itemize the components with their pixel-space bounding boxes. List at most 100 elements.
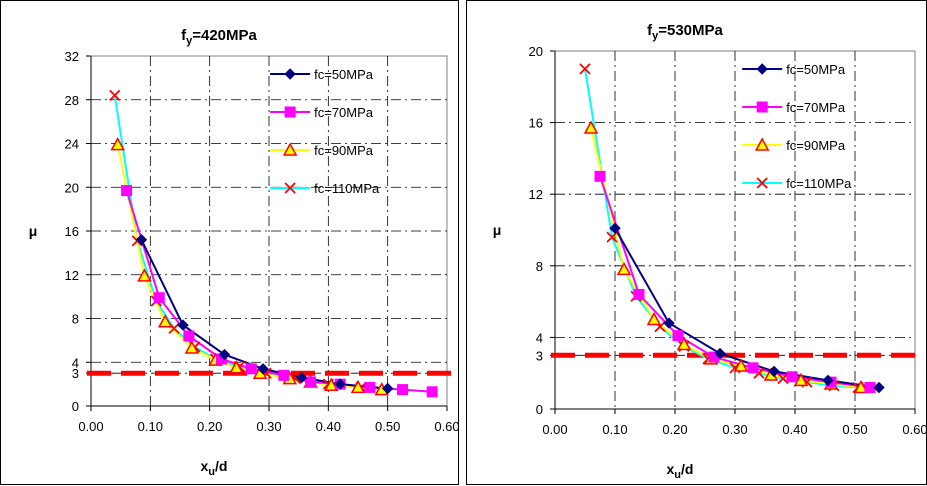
- data-point: [397, 384, 408, 396]
- data-point: [579, 63, 591, 75]
- x-tick-label: 0.20: [662, 422, 687, 437]
- data-point: [324, 377, 339, 391]
- x-tick-label: 0.00: [78, 419, 103, 434]
- data-point: [364, 381, 376, 393]
- y-tick-label: 8: [536, 259, 543, 274]
- data-point: [257, 363, 269, 375]
- legend-marker: [756, 177, 768, 189]
- data-point: [229, 360, 244, 374]
- data-point: [278, 369, 290, 381]
- x-tick-label: 0.30: [256, 419, 281, 434]
- x-tick-label: 0.30: [722, 422, 747, 437]
- x-tick-label: 0.50: [375, 419, 400, 434]
- y-tick-label: 20: [529, 44, 543, 59]
- x-tick-label: 0.20: [197, 419, 222, 434]
- legend-label: fc=50MPa: [314, 67, 374, 82]
- y-tick-label: 3: [72, 366, 79, 381]
- data-point: [768, 365, 780, 378]
- legend-label: fc=70MPa: [786, 100, 846, 115]
- data-point: [305, 376, 317, 388]
- data-point: [121, 185, 133, 197]
- data-point: [350, 379, 366, 394]
- legend-marker: [284, 106, 296, 118]
- data-point: [426, 386, 438, 398]
- data-point: [786, 371, 798, 383]
- data-point: [218, 348, 231, 361]
- x-tick-label: 0.50: [842, 422, 867, 437]
- data-point: [609, 222, 621, 234]
- chart-title: fy=420MPa: [181, 27, 257, 47]
- legend-label: fc=90MPa: [786, 138, 846, 153]
- data-point: [184, 340, 200, 354]
- data-point: [135, 234, 148, 246]
- x-tick-label: 0.00: [542, 422, 567, 437]
- y-tick-label: 4: [72, 355, 79, 370]
- data-point: [295, 371, 308, 384]
- x-axis-label: xu/d: [667, 461, 694, 481]
- legend-marker: [756, 63, 768, 75]
- data-point: [633, 288, 645, 300]
- chart-title: fy=530MPa: [647, 22, 723, 42]
- chart-svg-right: 0.00 0.10 0.20 0.30 0.40 0.50 0.60 0 3 4 8 12 16 20 fy…: [493, 22, 927, 481]
- data-point: [334, 378, 346, 390]
- x-axis-label: xu/d: [201, 458, 228, 478]
- y-tick-label: 0: [536, 402, 543, 417]
- y-tick-label: 12: [529, 187, 543, 202]
- legend-label: fc=110MPa: [786, 176, 852, 191]
- legend-marker: [754, 137, 770, 151]
- data-point: [381, 382, 394, 395]
- x-tick-label: 0.10: [602, 422, 627, 437]
- data-point: [157, 314, 173, 328]
- data-point: [110, 137, 125, 151]
- data-point: [606, 231, 618, 243]
- chart-panel-left: 0.00 0.10 0.20 0.30 0.40 0.50 0.60 0 3 4 8 12 16 20 24…: [0, 0, 460, 485]
- data-point: [109, 89, 121, 102]
- data-point: [137, 268, 152, 282]
- legend-marker: [756, 101, 768, 113]
- legend-label: fc=90MPa: [314, 143, 374, 158]
- data-point: [672, 330, 684, 342]
- data-point: [616, 261, 632, 276]
- y-tick-label: 16: [65, 224, 79, 239]
- series-line: [584, 68, 859, 389]
- y-tick-label: 4: [536, 330, 543, 345]
- x-tick-label: 0.10: [138, 419, 163, 434]
- legend-marker: [284, 182, 296, 194]
- chart-panel-right: 0.00 0.10 0.20 0.30 0.40 0.50 0.60 0 3 4 8 12 16 20 fy…: [466, 0, 927, 485]
- data-point: [822, 374, 834, 387]
- data-point: [177, 319, 189, 331]
- data-point: [594, 170, 606, 182]
- y-tick-label: 24: [65, 137, 79, 152]
- y-tick-label: 12: [65, 268, 79, 283]
- chart-svg-left: 0.00 0.10 0.20 0.30 0.40 0.50 0.60 0 34 8 12 16 20 24…: [29, 27, 460, 478]
- legend-label: fc=70MPa: [314, 105, 374, 120]
- y-axis-label: μ: [29, 223, 38, 239]
- y-tick-label: 16: [529, 116, 543, 131]
- legend-label: fc=50MPa: [786, 62, 846, 77]
- y-tick-label: 3: [536, 348, 543, 363]
- data-point: [646, 311, 662, 326]
- data-point: [183, 330, 195, 342]
- data-point: [663, 317, 675, 329]
- legend-label: fc=110MPa: [314, 181, 380, 196]
- data-point: [245, 363, 257, 375]
- x-tick-label: 0.60: [902, 422, 927, 437]
- legend-marker: [284, 68, 296, 80]
- y-tick-label: 32: [65, 49, 79, 64]
- x-tick-label: 0.40: [316, 419, 341, 434]
- data-point: [793, 372, 809, 387]
- y-tick-label: 8: [72, 312, 79, 327]
- data-point: [733, 358, 749, 372]
- data-point: [583, 120, 599, 134]
- data-point: [153, 292, 165, 304]
- x-tick-label: 0.60: [434, 419, 459, 434]
- data-point: [714, 347, 726, 360]
- data-point: [747, 362, 759, 374]
- y-tick-label: 28: [65, 93, 79, 108]
- data-point: [777, 372, 789, 385]
- data-point: [676, 336, 692, 351]
- data-point: [853, 379, 869, 394]
- y-tick-label: 20: [65, 180, 79, 195]
- legend-marker: [282, 142, 298, 156]
- y-axis-label: μ: [493, 222, 502, 238]
